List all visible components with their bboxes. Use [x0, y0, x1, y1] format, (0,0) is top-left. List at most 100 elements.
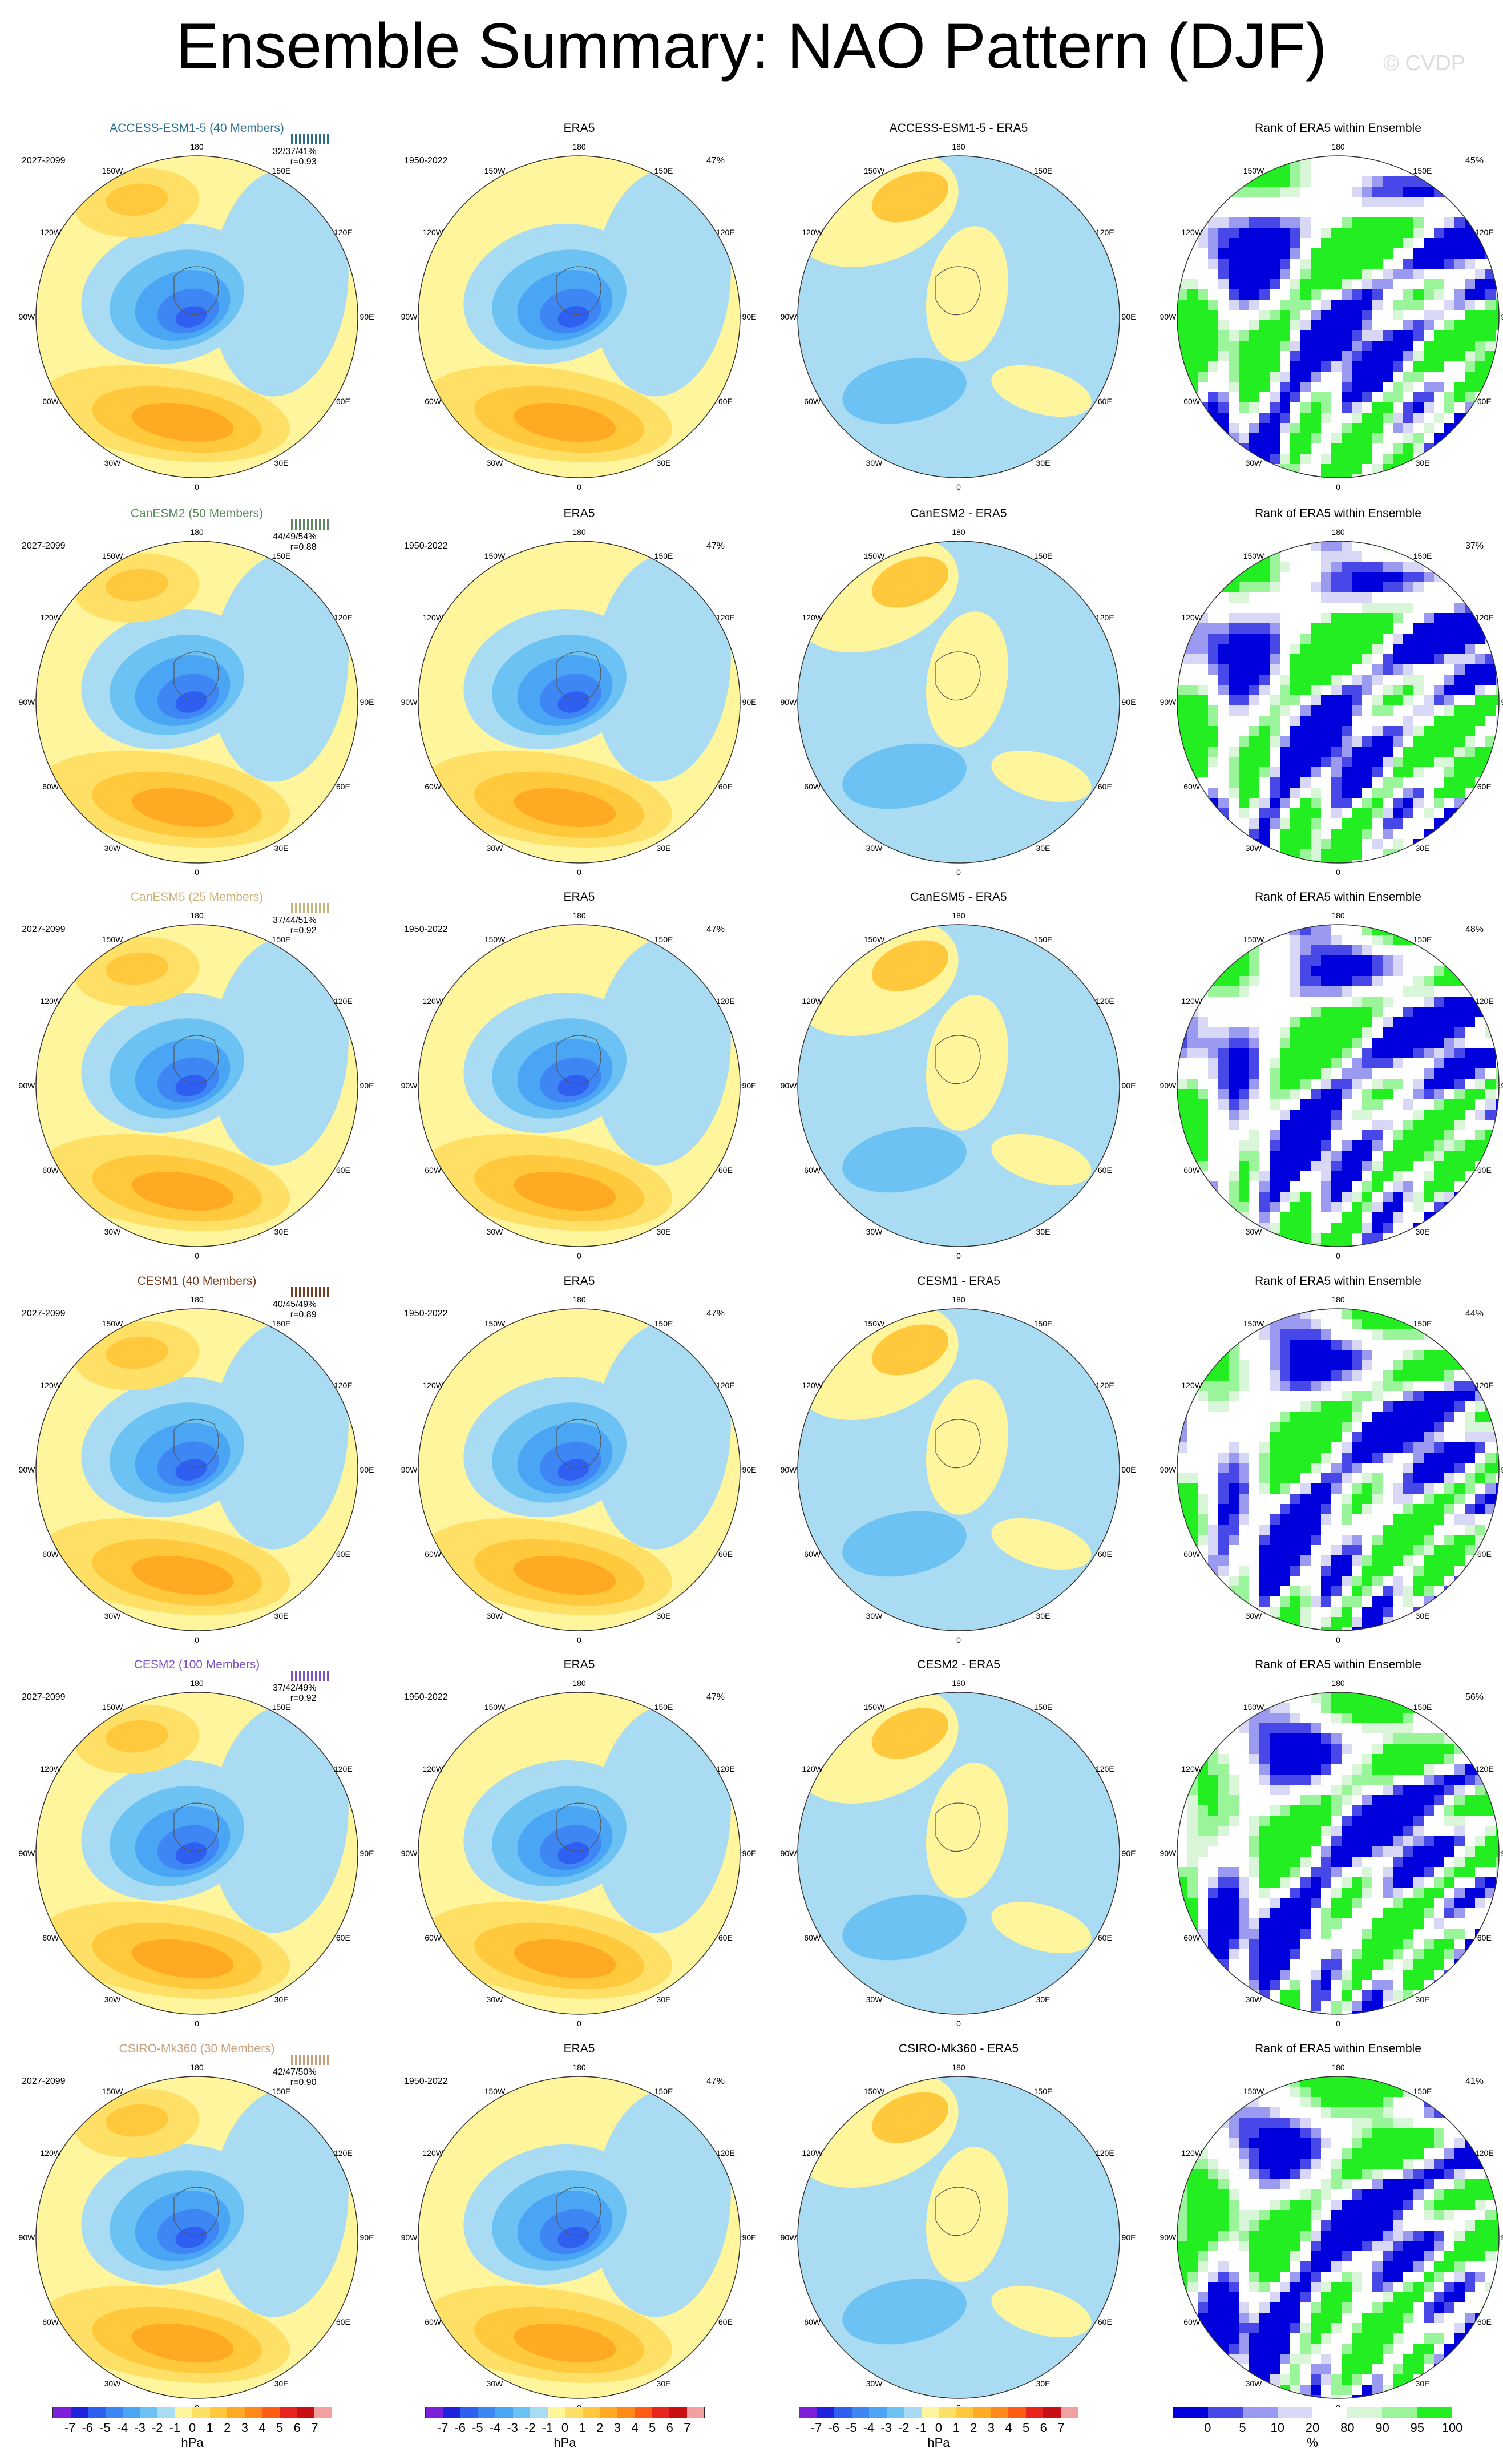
rank-cell	[1187, 716, 1198, 726]
rank-cell	[1434, 1990, 1444, 2001]
rank-cell	[1270, 351, 1280, 361]
rank-cell	[1393, 1857, 1403, 1867]
rank-cell	[1485, 966, 1496, 976]
rank-cell	[1280, 1223, 1290, 1233]
rank-cell	[1259, 1627, 1270, 1631]
rank-cell	[1239, 1089, 1249, 1099]
positive-anomaly	[871, 1708, 949, 1759]
rank-cell	[1290, 2272, 1300, 2282]
rank-cell	[1465, 1161, 1475, 1171]
rank-cell	[1424, 654, 1434, 664]
rank-cell	[1229, 2220, 1239, 2231]
rank-cell	[1403, 1350, 1413, 1360]
rank-cell	[1321, 2138, 1331, 2148]
rank-cell	[1352, 1692, 1362, 1703]
rank-cell	[1187, 705, 1198, 716]
rank-cell	[1413, 1857, 1424, 1867]
longitude-label: 150W	[1243, 166, 1264, 175]
rank-cell	[1465, 1017, 1475, 1027]
rank-cell	[1311, 705, 1321, 716]
rank-cell	[1403, 1038, 1413, 1048]
rank-cell	[1229, 1795, 1239, 1805]
rank-cell	[1198, 1391, 1208, 1401]
rank-cell	[1239, 562, 1249, 572]
rank-cell	[1424, 572, 1434, 582]
longitude-label: 60E	[1477, 397, 1492, 406]
rank-cell	[1485, 351, 1496, 361]
rank-cell	[1475, 798, 1485, 808]
rank-cell	[1465, 1596, 1475, 1607]
rank-cell	[1424, 2011, 1434, 2014]
rank-cell	[1198, 1744, 1208, 1754]
rank-cell	[1372, 2210, 1383, 2220]
rank-cell	[1321, 341, 1331, 351]
rank-cell	[1311, 2385, 1321, 2395]
pattern-correlation: r=0.88	[290, 542, 317, 552]
rank-cell	[1413, 1918, 1424, 1929]
rank-cell	[1496, 2344, 1499, 2354]
rank-cell	[1475, 279, 1485, 289]
rank-cell	[1434, 1140, 1444, 1151]
variance-stats: 37/44/51%	[273, 916, 317, 925]
rank-cell	[1290, 1110, 1300, 1120]
rank-cell	[1218, 1775, 1229, 1785]
rank-cell	[1249, 238, 1259, 248]
rank-cell	[1270, 562, 1280, 572]
rank-cell	[1280, 2011, 1290, 2014]
rank-cell	[1372, 2138, 1383, 2148]
rank-cell	[1208, 330, 1218, 341]
rank-cell	[1496, 1692, 1499, 1703]
rank-cell	[1413, 1908, 1424, 1918]
rank-cell	[1198, 1723, 1208, 1733]
rank-cell	[1342, 1898, 1352, 1908]
rank-cell	[1352, 2148, 1362, 2159]
rank-cell	[1249, 1089, 1259, 1099]
rank-cell	[1270, 613, 1280, 623]
rank-cell	[1270, 2261, 1280, 2272]
member-spread	[291, 519, 329, 530]
rank-cell	[1300, 1412, 1311, 1422]
rank-cell	[1362, 392, 1372, 402]
rank-cell	[1352, 187, 1362, 197]
rank-cell	[1187, 2179, 1198, 2189]
longitude-label: 30E	[1415, 1611, 1430, 1621]
rank-cell	[1218, 2323, 1229, 2333]
rank-cell	[1434, 1058, 1444, 1068]
rank-cell	[1300, 716, 1311, 726]
rank-cell	[1198, 361, 1208, 372]
rank-cell	[1218, 925, 1229, 935]
longitude-label: 180	[190, 142, 204, 151]
rank-cell	[1424, 1775, 1434, 1785]
rank-cell	[1177, 572, 1187, 582]
rank-cell	[1475, 747, 1485, 757]
rank-cell	[1403, 582, 1413, 592]
rank-cell	[1444, 1566, 1454, 1576]
rank-cell	[1300, 1723, 1311, 1733]
rank-cell	[1229, 1442, 1239, 1453]
rank-cell	[1321, 1340, 1331, 1350]
rank-cell	[1383, 2200, 1393, 2210]
rank-cell	[1208, 1576, 1218, 1586]
rank-cell	[1229, 2313, 1239, 2323]
rank-cell	[1342, 839, 1352, 849]
rank-cell	[1280, 2179, 1290, 2189]
rank-cell	[1475, 310, 1485, 320]
rank-cell	[1249, 1079, 1259, 1089]
rank-cell	[1198, 433, 1208, 443]
rank-cell	[1454, 382, 1465, 392]
rank-cell	[1496, 2076, 1499, 2087]
rank-cell	[1331, 1627, 1342, 1631]
rank-cell	[1300, 402, 1311, 413]
rank-cell	[1485, 2118, 1496, 2128]
rank-cell	[1187, 654, 1198, 664]
rank-cell	[1383, 1401, 1393, 1412]
rank-cell	[1239, 1463, 1249, 1473]
rank-cell	[1290, 1764, 1300, 1775]
rank-cell	[1331, 716, 1342, 726]
rank-cell	[1311, 1877, 1321, 1888]
rank-cell	[1331, 747, 1342, 757]
rank-cell	[1218, 1089, 1229, 1099]
rank-cell	[1239, 474, 1249, 478]
negative-anomaly	[211, 1321, 349, 1550]
rank-cell	[1239, 1514, 1249, 1525]
